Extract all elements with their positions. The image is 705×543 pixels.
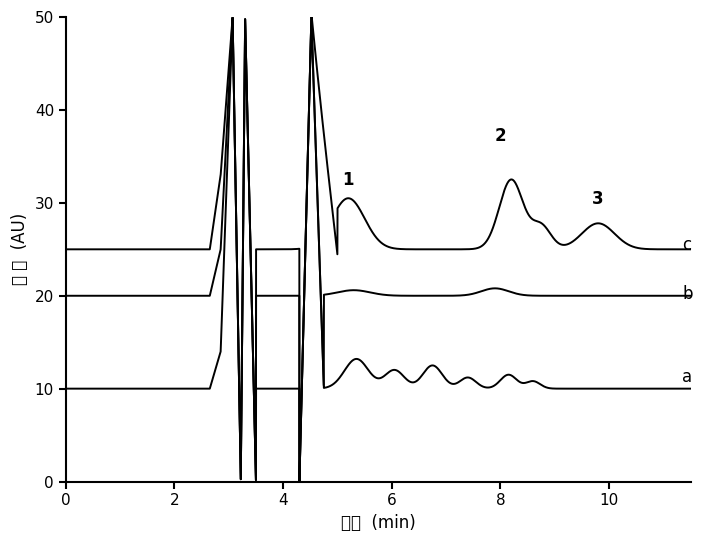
- Text: 1: 1: [343, 171, 354, 189]
- X-axis label: 时间  (min): 时间 (min): [341, 514, 415, 532]
- Text: a: a: [682, 369, 692, 387]
- Y-axis label: 响 应  (AU): 响 应 (AU): [11, 213, 29, 286]
- Text: 3: 3: [592, 190, 604, 207]
- Text: c: c: [682, 236, 692, 254]
- Text: 2: 2: [495, 127, 506, 146]
- Text: b: b: [682, 285, 693, 303]
